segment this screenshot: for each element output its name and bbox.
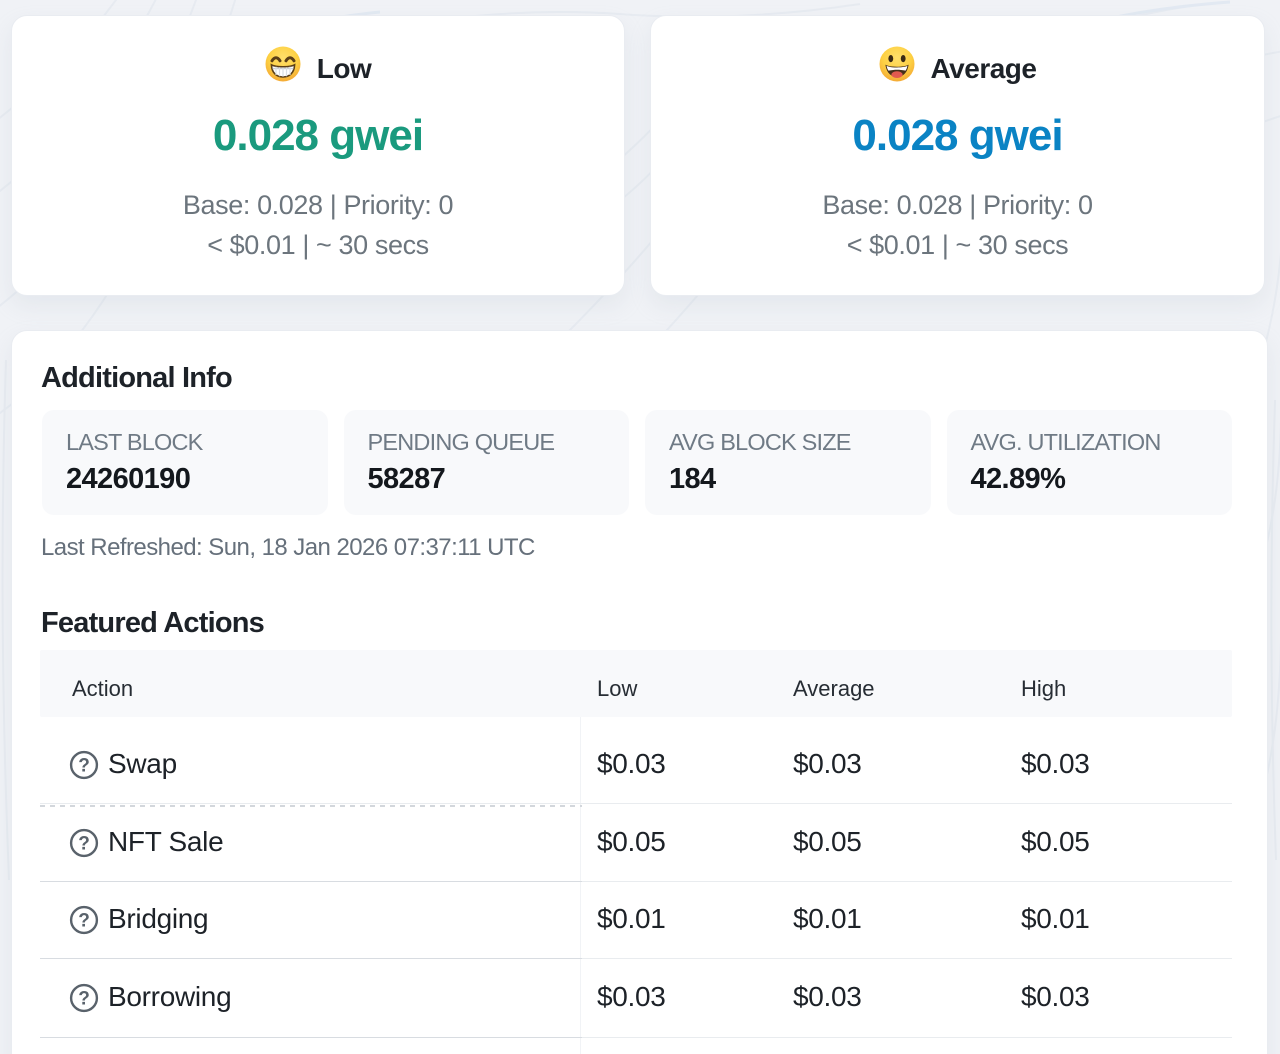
svg-text:?: ?	[78, 833, 90, 854]
svg-text:?: ?	[78, 755, 90, 776]
svg-text:?: ?	[78, 910, 90, 931]
svg-text:?: ?	[78, 988, 90, 1009]
